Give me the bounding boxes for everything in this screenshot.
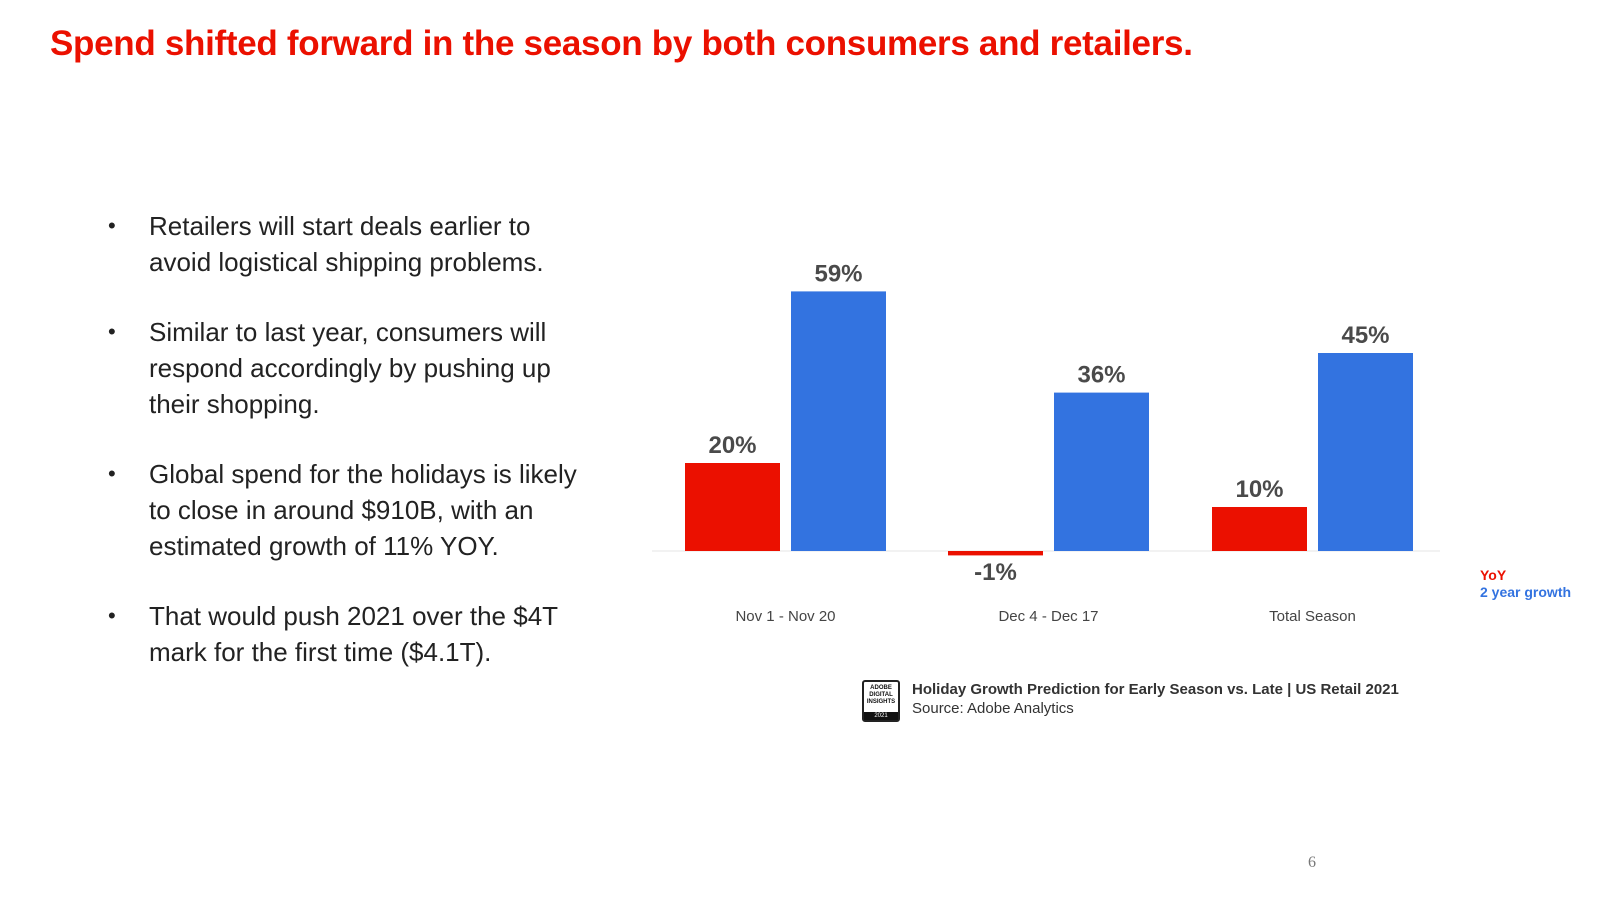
slide-title: Spend shifted forward in the season by b… xyxy=(50,24,1193,63)
bullet-dot-icon: • xyxy=(108,213,116,238)
chart-source: ADOBE DIGITAL INSIGHTS 2021 Holiday Grow… xyxy=(862,680,1399,722)
source-title: Holiday Growth Prediction for Early Seas… xyxy=(912,681,1399,698)
data-label: 36% xyxy=(1077,362,1125,389)
bullet-text: Retailers will start deals earlier to av… xyxy=(149,211,544,277)
bullet-item: • That would push 2021 over the $4T mark … xyxy=(108,598,578,670)
bar-2yr-1 xyxy=(1054,392,1149,551)
bullet-dot-icon: • xyxy=(108,319,116,344)
data-label: -1% xyxy=(974,559,1017,586)
legend-item-2-year-growth: 2 year growth xyxy=(1480,584,1572,600)
chart-legend: YoY 2 year growth xyxy=(1480,567,1571,601)
badge-text: ADOBE DIGITAL INSIGHTS xyxy=(866,685,896,705)
bullet-list: • Retailers will start deals earlier to a… xyxy=(108,208,578,704)
bar-2yr-2 xyxy=(1318,353,1413,551)
bullet-dot-icon: • xyxy=(108,603,116,628)
data-label: 59% xyxy=(814,260,862,287)
bullet-text: That would push 2021 over the $4T mark f… xyxy=(149,601,558,667)
bullet-text: Global spend for the holidays is likely … xyxy=(149,459,577,561)
bar-yoy-0 xyxy=(685,463,780,551)
badge-year: 2021 xyxy=(864,712,898,720)
bullet-item: • Global spend for the holidays is likely… xyxy=(108,456,578,564)
bullet-dot-icon: • xyxy=(108,461,116,486)
bullet-item: • Similar to last year, consumers will re… xyxy=(108,314,578,422)
data-label: 10% xyxy=(1235,476,1283,503)
category-label: Total Season xyxy=(1269,608,1356,625)
bar-yoy-2 xyxy=(1212,507,1307,551)
bar-chart: 20% 59% Nov 1 - Nov 20 -1% 36% Dec 4 - Dec 17… xyxy=(652,260,1440,625)
bar-yoy-1 xyxy=(948,551,1043,556)
bar-2yr-0 xyxy=(791,291,886,551)
bullet-item: • Retailers will start deals earlier to a… xyxy=(108,208,578,280)
source-subtitle: Source: Adobe Analytics xyxy=(912,700,1074,717)
data-label: 45% xyxy=(1341,322,1389,349)
bullet-text: Similar to last year, consumers will res… xyxy=(149,317,551,419)
category-label: Nov 1 - Nov 20 xyxy=(735,608,835,625)
data-label: 20% xyxy=(708,432,756,459)
category-label: Dec 4 - Dec 17 xyxy=(998,608,1098,625)
legend-item-yoy: YoY xyxy=(1480,567,1507,583)
adobe-digital-insights-badge-icon: ADOBE DIGITAL INSIGHTS 2021 xyxy=(862,680,900,722)
page-number: 6 xyxy=(1308,854,1316,871)
